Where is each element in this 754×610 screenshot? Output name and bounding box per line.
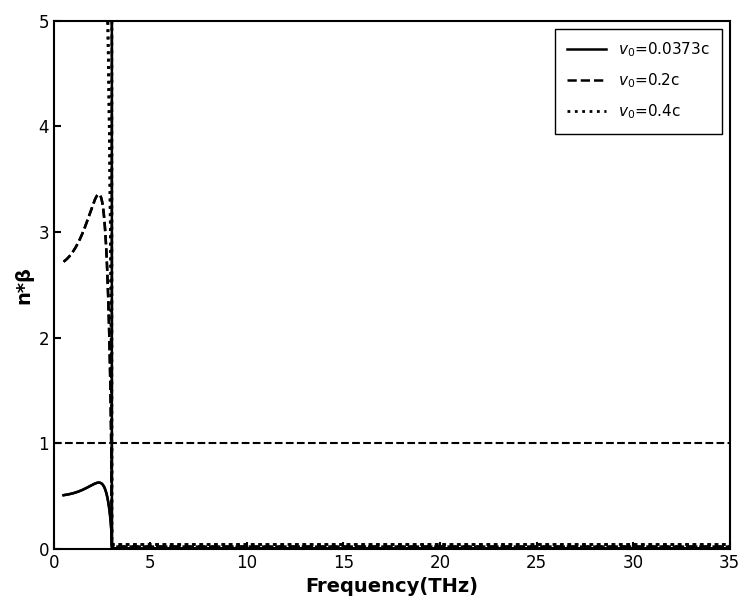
$v_0$=0.4c <box>452 541 461 548</box>
$v_0$=0.2c <box>300 543 309 550</box>
$v_0$=0.2c <box>553 543 562 550</box>
Legend: $v_0$=0.0373c, $v_0$=0.2c, $v_0$=0.4c: $v_0$=0.0373c, $v_0$=0.2c, $v_0$=0.4c <box>555 29 722 134</box>
$v_0$=0.2c <box>59 258 68 265</box>
$v_0$=0.4c <box>233 541 242 548</box>
$v_0$=0.4c <box>725 541 734 548</box>
Line: $v_0$=0.2c: $v_0$=0.2c <box>63 195 730 547</box>
$v_0$=0.0373c <box>588 545 597 552</box>
Y-axis label: n*β: n*β <box>14 266 33 304</box>
$v_0$=0.0373c <box>59 492 68 499</box>
$v_0$=0.0373c <box>453 545 462 552</box>
Line: $v_0$=0.0373c: $v_0$=0.0373c <box>63 483 730 548</box>
$v_0$=0.4c <box>567 541 576 548</box>
$v_0$=0.0373c <box>107 545 116 552</box>
$v_0$=0.2c <box>107 543 116 550</box>
Line: $v_0$=0.4c: $v_0$=0.4c <box>108 22 730 545</box>
$v_0$=0.2c <box>725 543 734 550</box>
$v_0$=0.0373c <box>93 479 102 487</box>
$v_0$=0.4c <box>103 18 112 26</box>
$v_0$=0.2c <box>483 543 492 550</box>
$v_0$=0.2c <box>94 191 103 198</box>
X-axis label: Frequency(THz): Frequency(THz) <box>305 577 478 596</box>
$v_0$=0.0373c <box>553 545 562 552</box>
$v_0$=0.0373c <box>300 545 309 552</box>
$v_0$=0.2c <box>588 543 597 550</box>
$v_0$=0.0373c <box>725 545 734 552</box>
$v_0$=0.4c <box>668 541 677 548</box>
$v_0$=0.4c <box>111 541 120 548</box>
$v_0$=0.0373c <box>94 479 103 486</box>
$v_0$=0.4c <box>566 541 575 548</box>
$v_0$=0.2c <box>453 543 462 550</box>
$v_0$=0.2c <box>93 192 102 199</box>
$v_0$=0.4c <box>107 541 116 548</box>
$v_0$=0.0373c <box>483 545 492 552</box>
